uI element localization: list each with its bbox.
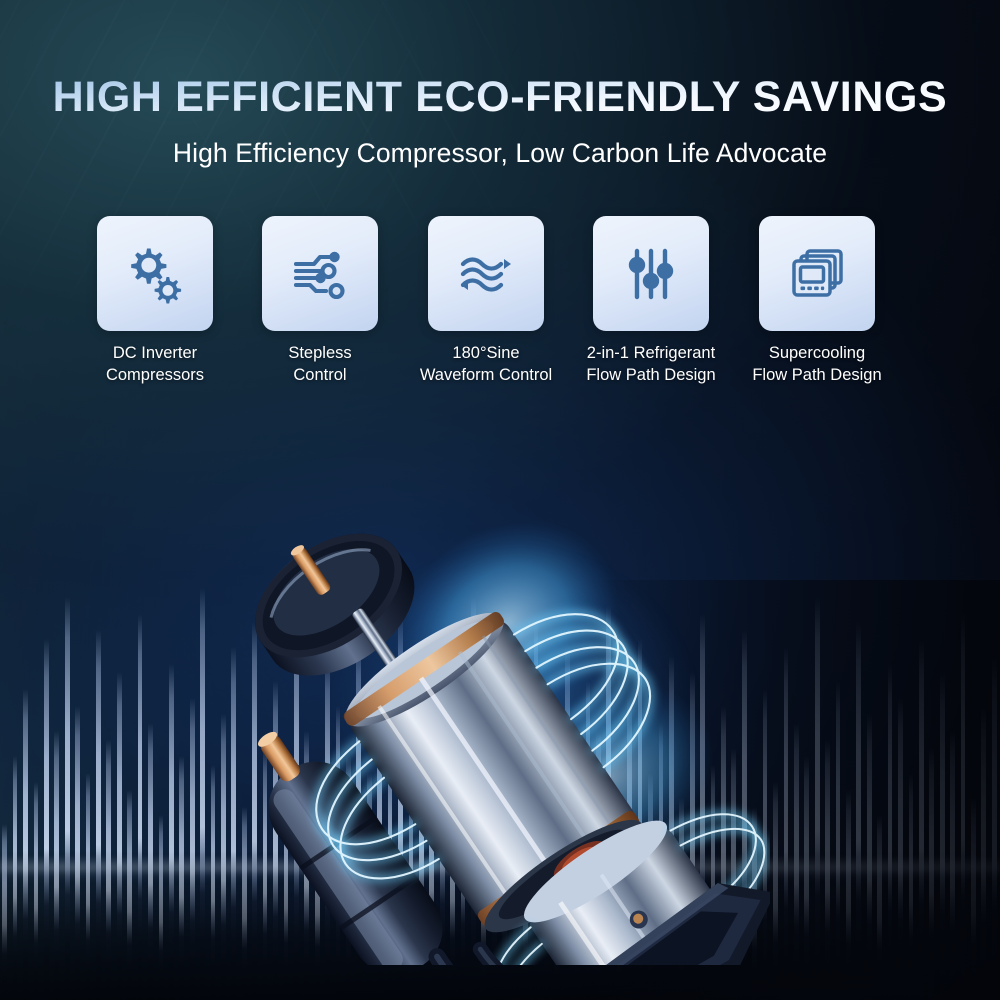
product-image xyxy=(250,420,770,965)
eq-bar xyxy=(825,739,830,1000)
eq-bar xyxy=(33,781,39,1000)
eq-bar xyxy=(168,664,174,1000)
eq-bar xyxy=(231,647,237,1000)
page-title: HIGH EFFICIENT ECO-FRIENDLY SAVINGS xyxy=(0,76,1000,119)
eq-bar xyxy=(991,655,997,1000)
eq-bar xyxy=(939,672,945,1000)
eq-bar xyxy=(804,756,810,1000)
eq-bar xyxy=(179,756,185,1000)
airflow-waves-icon xyxy=(460,256,511,292)
feature-item-supercooling-flow-path[interactable]: Supercooling Flow Path Design xyxy=(752,216,882,387)
eq-bar xyxy=(210,764,216,1000)
feature-tile xyxy=(97,216,213,331)
eq-bar xyxy=(54,731,60,1000)
eq-bar xyxy=(773,781,778,1000)
eq-bar xyxy=(116,672,122,1000)
eq-bar xyxy=(877,815,883,1000)
eq-bar xyxy=(85,773,91,1000)
feature-tile xyxy=(593,216,709,331)
eq-bar xyxy=(814,596,820,1000)
eq-bar xyxy=(783,647,789,1000)
feature-label: 180°Sine Waveform Control xyxy=(419,344,553,384)
feature-label: Supercooling Flow Path Design xyxy=(752,344,882,384)
page-subtitle: High Efficiency Compressor, Low Carbon L… xyxy=(172,138,828,168)
eq-bar xyxy=(137,613,143,1000)
feature-tile xyxy=(759,216,875,331)
feature-list: DC Inverter Compressors xyxy=(0,216,1000,396)
feature-label: Stepless Control xyxy=(288,344,352,384)
eq-bar xyxy=(106,739,112,1000)
eq-bar xyxy=(148,722,153,1000)
sliders-icon xyxy=(628,248,674,299)
eq-bar xyxy=(96,630,101,1000)
feature-item-dc-inverter-compressors[interactable]: DC Inverter Compressors xyxy=(97,216,213,387)
eq-bar xyxy=(127,790,133,1000)
eq-bar xyxy=(793,722,799,1000)
circuit-nodes-icon xyxy=(293,251,345,299)
eq-bar xyxy=(221,714,226,1000)
eq-bar xyxy=(971,798,976,1000)
eq-bar xyxy=(898,697,903,1000)
eq-bar xyxy=(887,664,893,1000)
eq-bar xyxy=(929,748,935,1000)
panels-icon xyxy=(792,248,843,297)
eq-bar xyxy=(64,596,70,1000)
eq-bar xyxy=(960,613,966,1000)
eq-bar xyxy=(12,756,18,1000)
feature-tile xyxy=(428,216,544,331)
eq-bar xyxy=(981,706,987,1000)
eq-bar xyxy=(189,697,195,1000)
eq-bar xyxy=(43,638,49,1000)
eq-bar xyxy=(846,790,851,1000)
eq-bar xyxy=(23,689,28,1000)
eq-bar xyxy=(908,773,914,1000)
compressor-illustration xyxy=(255,520,770,965)
feature-item-refrigerant-flow-path[interactable]: 2-in-1 Refrigerant Flow Path Design xyxy=(586,216,716,387)
eq-bar xyxy=(950,731,955,1000)
eq-bar xyxy=(835,680,841,1000)
feature-item-stepless-control[interactable]: Stepless Control xyxy=(262,216,378,387)
eq-bar xyxy=(856,622,862,1000)
eq-bar xyxy=(158,815,164,1000)
feature-item-sine-waveform-control[interactable]: 180°Sine Waveform Control xyxy=(420,216,552,387)
gears-icon xyxy=(131,248,182,303)
eq-bar xyxy=(866,714,872,1000)
feature-label: 2-in-1 Refrigerant Flow Path Design xyxy=(586,344,716,384)
eq-bar xyxy=(200,588,205,1000)
eq-bar xyxy=(241,806,247,1000)
feature-tile xyxy=(262,216,378,331)
eq-bar xyxy=(75,706,80,1000)
eq-bar xyxy=(2,823,8,1000)
feature-label: DC Inverter Compressors xyxy=(105,344,205,384)
eq-bar xyxy=(918,638,924,1000)
